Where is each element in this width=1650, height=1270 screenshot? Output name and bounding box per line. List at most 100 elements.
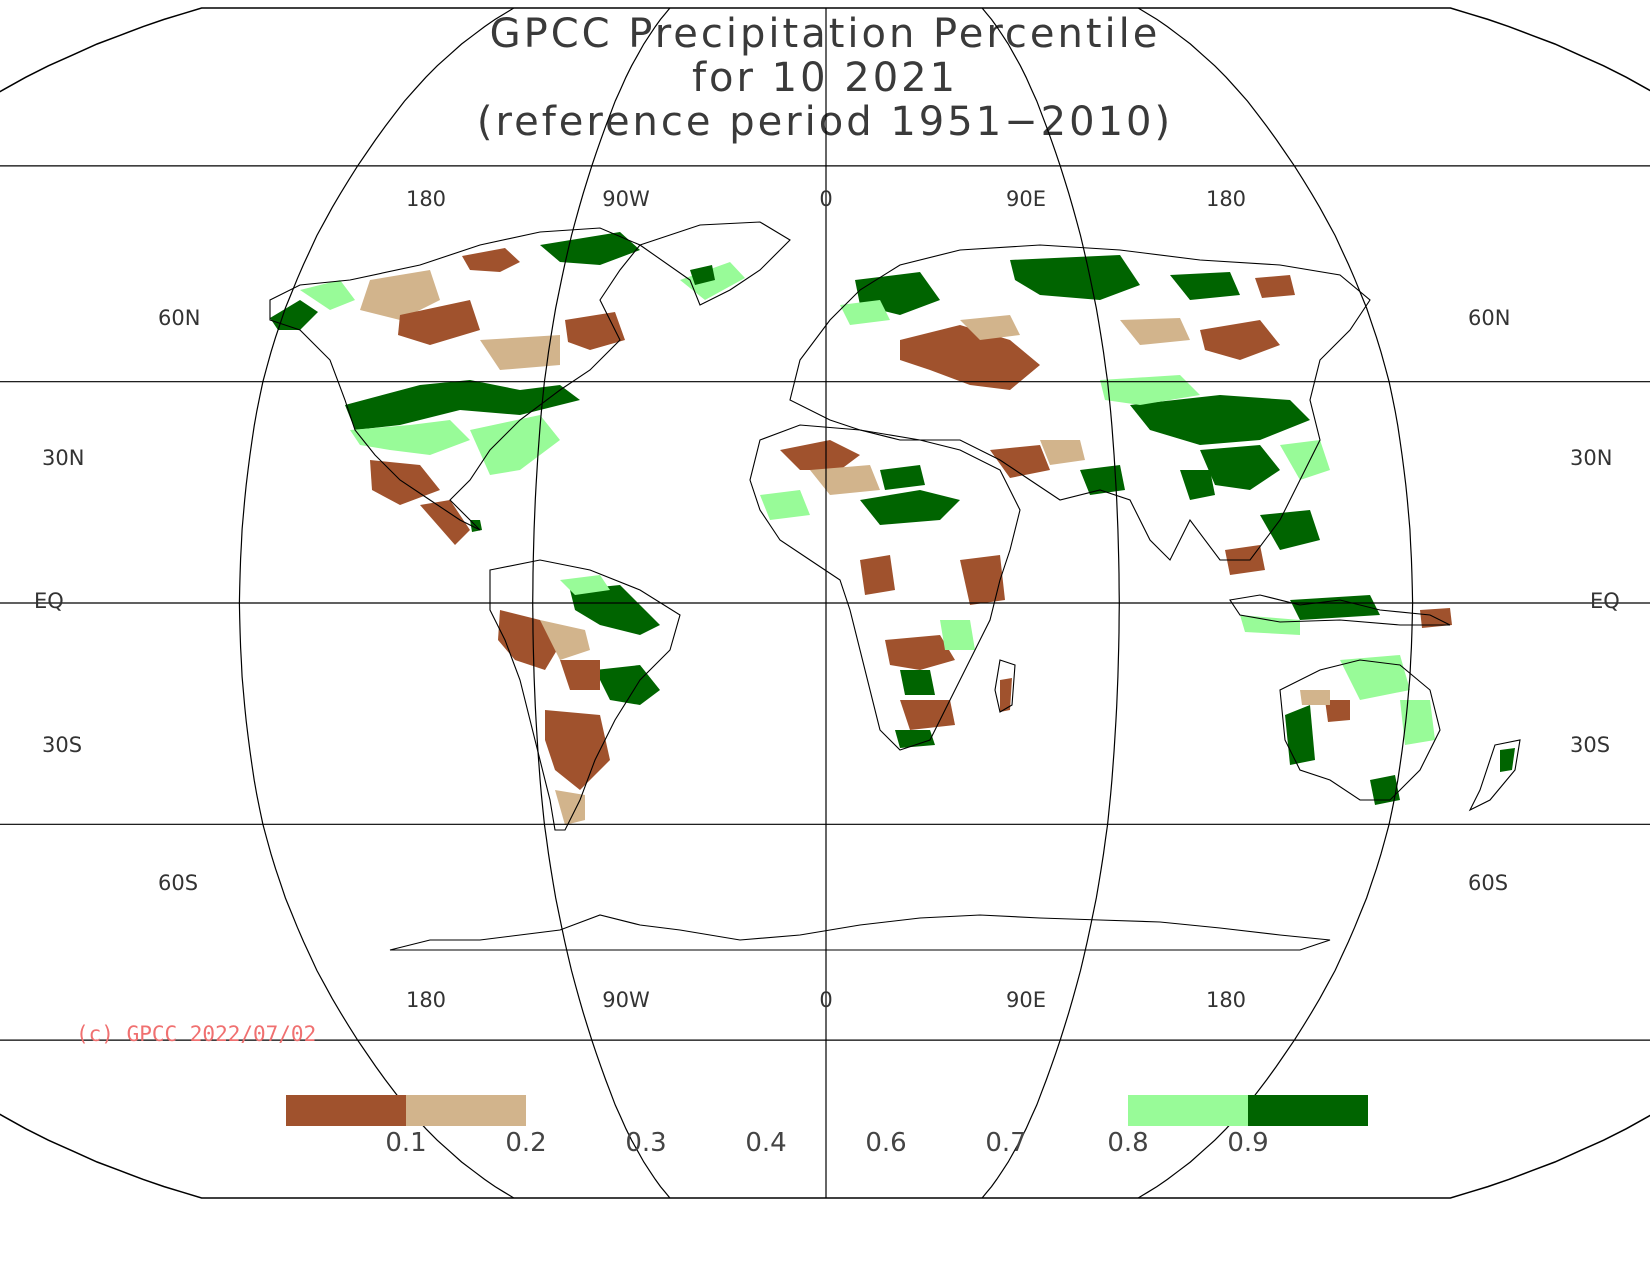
region-greenland-dark xyxy=(690,265,715,285)
lon-label-top-90e: 90E xyxy=(1006,187,1046,211)
legend-label-0.3: 0.3 xyxy=(625,1128,667,1158)
lon-label-top-90w: 90W xyxy=(602,187,650,211)
region-china-wet xyxy=(1200,445,1280,490)
region-canada-dry xyxy=(398,300,480,345)
region-india-wet xyxy=(1180,470,1215,500)
coast-north-america xyxy=(269,227,641,531)
region-hudson-dry xyxy=(565,312,625,350)
lat-label-left-60n: 60N xyxy=(158,306,200,330)
region-central-africa-dry xyxy=(860,555,895,595)
lon-label-bottom-180w: 180 xyxy=(406,988,446,1012)
region-north-africa-dry xyxy=(780,440,860,470)
region-us-east-light xyxy=(470,415,560,475)
legend-label-0.4: 0.4 xyxy=(745,1128,787,1158)
legend-swatch-0.8-0.9 xyxy=(1128,1095,1248,1126)
legend-label-0.2: 0.2 xyxy=(505,1128,547,1158)
region-southern-africa-dry xyxy=(885,635,955,670)
lat-label-left-eq: EQ xyxy=(34,589,64,613)
region-eastern-siberia-dry xyxy=(1255,275,1295,298)
longitude-labels-top: 180 90W 0 90E 180 xyxy=(406,187,1246,211)
coast-africa xyxy=(749,424,1021,751)
region-greenland-wet xyxy=(680,262,745,300)
lon-label-bottom-90e: 90E xyxy=(1006,988,1046,1012)
coast-madagascar xyxy=(994,659,1016,713)
region-sahel-tan xyxy=(810,465,880,495)
legend-swatch-below-0.1 xyxy=(286,1095,406,1126)
region-scandinavia-light xyxy=(840,300,890,325)
region-middle-east-tan xyxy=(1040,440,1085,465)
region-us-north-light xyxy=(350,420,470,455)
lon-label-top-180e: 180 xyxy=(1206,187,1246,211)
coast-indonesia xyxy=(1229,594,1451,626)
region-us-south-dry xyxy=(370,460,440,505)
region-siberia-tan xyxy=(1120,318,1190,345)
region-madagascar-dry xyxy=(1000,678,1012,712)
lat-label-right-eq: EQ xyxy=(1590,589,1620,613)
legend-label-0.7: 0.7 xyxy=(985,1128,1027,1158)
coast-australia xyxy=(1279,659,1441,801)
region-central-asia-light xyxy=(1100,375,1200,405)
region-se-asia-wet xyxy=(1260,510,1320,550)
region-southern-africa-light xyxy=(940,620,975,650)
region-indonesia-light xyxy=(1240,615,1300,635)
legend-label-0.6: 0.6 xyxy=(865,1128,907,1158)
coast-greenland xyxy=(638,221,791,306)
graticule xyxy=(0,7,1650,1199)
lon-label-bottom-90w: 90W xyxy=(602,988,650,1012)
region-iran-wet xyxy=(1080,465,1125,495)
region-middle-east-dry xyxy=(990,445,1050,478)
region-southern-africa-wet xyxy=(900,670,935,695)
region-mexico-dry xyxy=(420,500,470,545)
region-siberia-wet xyxy=(1010,255,1140,300)
region-canada-west-tan xyxy=(360,270,440,320)
latitude-labels: 60N 60N 30N 30N EQ EQ 30S 30S 60S 60S xyxy=(34,306,1620,895)
region-sa-west-dry xyxy=(498,610,560,670)
region-australia-tan xyxy=(1300,690,1330,705)
region-patagonia-tan xyxy=(555,790,585,825)
region-cape-wet xyxy=(895,730,935,748)
legend-label-0.8: 0.8 xyxy=(1107,1128,1149,1158)
region-sa-center-dry xyxy=(560,660,600,690)
legend-label-0.1: 0.1 xyxy=(385,1128,427,1158)
lat-label-left-60s: 60S xyxy=(158,871,198,895)
region-alaska-dry xyxy=(462,248,520,272)
region-alaska-light xyxy=(300,280,355,310)
region-arctic-canada-wet xyxy=(540,232,640,265)
region-south-africa-dry xyxy=(900,700,955,730)
region-nz-wet xyxy=(1500,748,1515,772)
region-indonesia-wet xyxy=(1290,595,1380,620)
legend-label-0.9: 0.9 xyxy=(1227,1128,1269,1158)
lat-label-left-30s: 30S xyxy=(42,733,82,757)
copyright-note: (c) GPCC 2022/07/02 xyxy=(76,1022,317,1046)
lat-label-right-30s: 30S xyxy=(1570,733,1610,757)
region-russia-west-dry xyxy=(900,325,1040,390)
legend-swatch-above-0.9 xyxy=(1248,1095,1368,1126)
legend-swatch-0.1-0.2 xyxy=(406,1095,526,1126)
region-west-africa-light xyxy=(760,490,810,520)
lon-label-top-0: 0 xyxy=(819,187,832,211)
region-east-africa-dry xyxy=(960,555,1005,605)
region-siberia-south-dry xyxy=(1200,320,1280,360)
map-frame xyxy=(0,7,1650,1199)
region-canada-tan xyxy=(480,335,560,370)
region-amazon-light xyxy=(560,575,610,595)
lat-label-right-60n: 60N xyxy=(1468,306,1510,330)
region-australia-north-light xyxy=(1340,655,1410,700)
region-sa-center-wet xyxy=(595,665,660,705)
title-line-2: for 10 2021 xyxy=(691,55,959,101)
lon-label-top-180w: 180 xyxy=(406,187,446,211)
coastlines xyxy=(269,221,1521,951)
region-alaska-wet xyxy=(270,300,318,330)
region-siberia-east-wet xyxy=(1170,272,1240,300)
lat-label-right-60s: 60S xyxy=(1468,871,1508,895)
lat-label-left-30n: 30N xyxy=(42,446,84,470)
region-sahel-wet-2 xyxy=(880,465,925,490)
precipitation-layer xyxy=(270,232,1515,825)
region-sa-tan xyxy=(540,620,590,660)
region-russia-tan xyxy=(960,315,1020,340)
region-central-asia-wet xyxy=(1130,395,1310,445)
region-sa-south-dry xyxy=(545,710,610,790)
coast-south-america xyxy=(489,559,681,831)
region-sahel-wet xyxy=(860,490,960,525)
